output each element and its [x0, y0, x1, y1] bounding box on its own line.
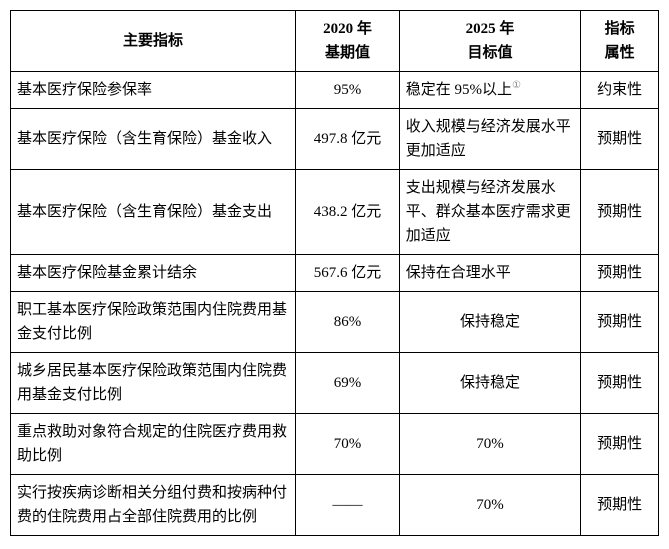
header-attr: 指标 属性 — [581, 11, 659, 72]
table-row: 城乡居民基本医疗保险政策范围内住院费用基金支付比例 69% 保持稳定 预期性 — [11, 353, 659, 414]
header-attr-line1: 指标 — [605, 21, 635, 37]
cell-attr: 预期性 — [581, 353, 659, 414]
table-body: 基本医疗保险参保率 95% 稳定在 95%以上① 约束性 基本医疗保险（含生育保… — [11, 72, 659, 536]
header-row: 主要指标 2020 年 基期值 2025 年 目标值 指标 属性 — [11, 11, 659, 72]
cell-base: 438.2 亿元 — [296, 170, 400, 255]
cell-target-text: 稳定在 95%以上 — [406, 82, 512, 98]
header-indicator: 主要指标 — [11, 11, 296, 72]
cell-attr: 约束性 — [581, 72, 659, 109]
table-row: 基本医疗保险参保率 95% 稳定在 95%以上① 约束性 — [11, 72, 659, 109]
cell-target: 稳定在 95%以上① — [399, 72, 580, 109]
cell-target-note: ① — [512, 80, 521, 91]
cell-attr: 预期性 — [581, 292, 659, 353]
cell-attr: 预期性 — [581, 255, 659, 292]
cell-base: 497.8 亿元 — [296, 109, 400, 170]
cell-target: 支出规模与经济发展水平、群众基本医疗需求更加适应 — [399, 170, 580, 255]
cell-base: 69% — [296, 353, 400, 414]
header-target-line2: 目标值 — [467, 45, 512, 61]
cell-attr: 预期性 — [581, 109, 659, 170]
table-row: 基本医疗保险（含生育保险）基金收入 497.8 亿元 收入规模与经济发展水平更加… — [11, 109, 659, 170]
header-attr-line2: 属性 — [605, 45, 635, 61]
cell-base: 86% — [296, 292, 400, 353]
header-base: 2020 年 基期值 — [296, 11, 400, 72]
indicators-table: 主要指标 2020 年 基期值 2025 年 目标值 指标 属性 基本医疗保险参… — [10, 10, 659, 536]
cell-target: 70% — [399, 475, 580, 536]
header-target: 2025 年 目标值 — [399, 11, 580, 72]
header-base-line2: 基期值 — [325, 45, 370, 61]
cell-indicator: 城乡居民基本医疗保险政策范围内住院费用基金支付比例 — [11, 353, 296, 414]
table-row: 实行按疾病诊断相关分组付费和按病种付费的住院费用占全部住院费用的比例 —— 70… — [11, 475, 659, 536]
cell-base: —— — [296, 475, 400, 536]
cell-target: 70% — [399, 414, 580, 475]
table-row: 重点救助对象符合规定的住院医疗费用救助比例 70% 70% 预期性 — [11, 414, 659, 475]
cell-target: 保持稳定 — [399, 353, 580, 414]
table-row: 基本医疗保险（含生育保险）基金支出 438.2 亿元 支出规模与经济发展水平、群… — [11, 170, 659, 255]
cell-indicator: 职工基本医疗保险政策范围内住院费用基金支付比例 — [11, 292, 296, 353]
cell-attr: 预期性 — [581, 475, 659, 536]
cell-indicator: 基本医疗保险（含生育保险）基金收入 — [11, 109, 296, 170]
cell-base: 70% — [296, 414, 400, 475]
header-indicator-text: 主要指标 — [123, 33, 183, 49]
table-row: 基本医疗保险基金累计结余 567.6 亿元 保持在合理水平 预期性 — [11, 255, 659, 292]
cell-indicator: 基本医疗保险（含生育保险）基金支出 — [11, 170, 296, 255]
cell-indicator: 基本医疗保险参保率 — [11, 72, 296, 109]
cell-base: 95% — [296, 72, 400, 109]
header-base-line1: 2020 年 — [323, 21, 372, 37]
cell-indicator: 实行按疾病诊断相关分组付费和按病种付费的住院费用占全部住院费用的比例 — [11, 475, 296, 536]
cell-indicator: 重点救助对象符合规定的住院医疗费用救助比例 — [11, 414, 296, 475]
cell-attr: 预期性 — [581, 170, 659, 255]
header-target-line1: 2025 年 — [466, 21, 515, 37]
cell-target: 收入规模与经济发展水平更加适应 — [399, 109, 580, 170]
table-header: 主要指标 2020 年 基期值 2025 年 目标值 指标 属性 — [11, 11, 659, 72]
table-row: 职工基本医疗保险政策范围内住院费用基金支付比例 86% 保持稳定 预期性 — [11, 292, 659, 353]
cell-indicator: 基本医疗保险基金累计结余 — [11, 255, 296, 292]
cell-base: 567.6 亿元 — [296, 255, 400, 292]
cell-attr: 预期性 — [581, 414, 659, 475]
cell-target: 保持稳定 — [399, 292, 580, 353]
cell-target: 保持在合理水平 — [399, 255, 580, 292]
